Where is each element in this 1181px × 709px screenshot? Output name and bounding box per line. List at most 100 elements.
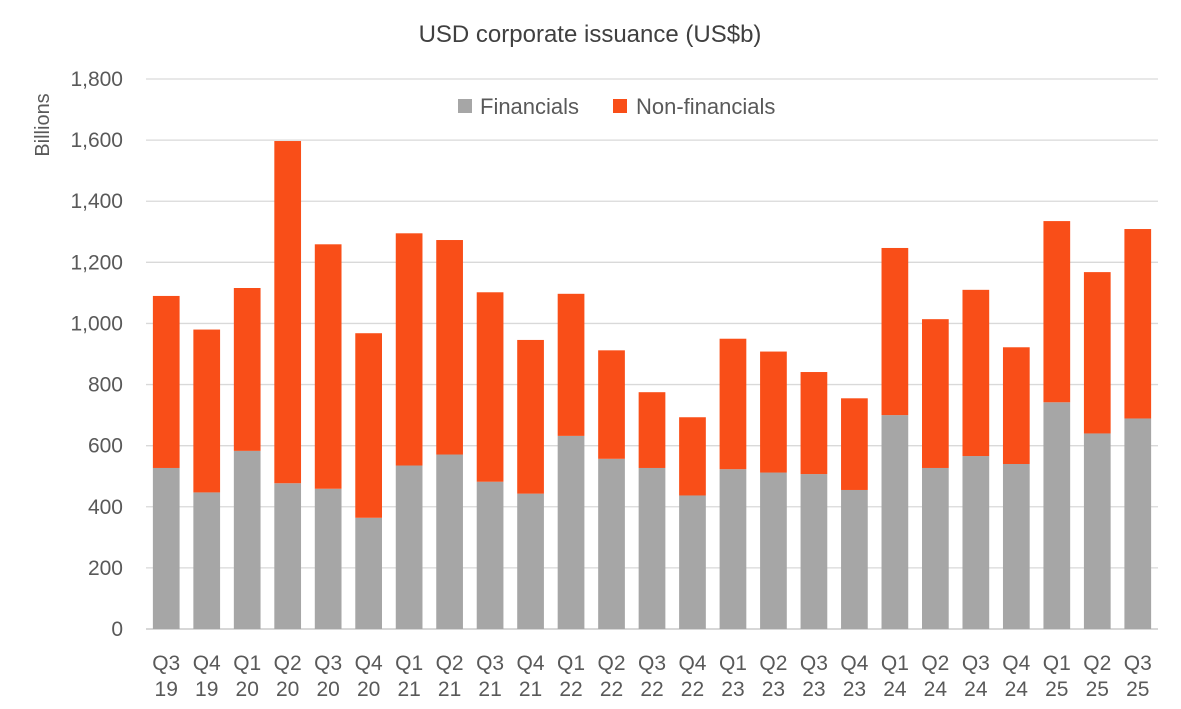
chart-title: USD corporate issuance (US$b): [419, 21, 762, 48]
x-tick-year: 21: [397, 678, 420, 701]
x-tick-quarter: Q4: [193, 652, 221, 675]
bar-non-financials-Q3-23: [800, 372, 828, 475]
bar-non-financials-Q4-22: [679, 417, 706, 496]
x-tick-quarter: Q3: [314, 652, 342, 675]
legend-swatch-non-financials: [613, 99, 627, 113]
x-tick-year: 23: [762, 678, 785, 701]
bar-financials-Q3-24: [962, 456, 990, 629]
x-tick-year: 22: [559, 678, 582, 701]
bar-financials-Q3-19: [152, 467, 180, 629]
x-tick-year: 21: [438, 678, 461, 701]
x-tick-quarter: Q3: [800, 652, 828, 675]
x-tick-quarter: Q1: [1043, 652, 1071, 675]
bar-financials-Q1-25: [1043, 402, 1071, 629]
bar-financials-Q3-21: [476, 481, 504, 629]
bar-financials-Q2-20: [274, 483, 302, 629]
bar-financials-Q3-20: [314, 488, 342, 629]
bar-non-financials-Q1-21: [395, 233, 423, 466]
x-tick-quarter: Q1: [395, 652, 423, 675]
x-tick-quarter: Q2: [436, 652, 464, 675]
x-tick-year: 22: [640, 678, 663, 701]
legend-swatch-financials: [458, 99, 472, 113]
x-tick-quarter: Q1: [881, 652, 909, 675]
bar-non-financials-Q2-20: [274, 141, 302, 484]
x-tick-year: 20: [357, 678, 380, 701]
y-tick-label: 800: [88, 374, 123, 397]
x-axis-ticks: Q3 19 Q4 19 Q1 20 Q2 20 Q3 20 Q4 20 Q1 21 Q2 21 Q3 21 Q4 21…: [152, 652, 1152, 701]
x-tick-year: 25: [1126, 678, 1149, 701]
bars: [152, 141, 1152, 629]
x-tick-year: 20: [236, 678, 259, 701]
bar-non-financials-Q3-19: [152, 295, 180, 468]
x-tick-quarter: Q1: [719, 652, 747, 675]
x-tick-quarter: Q3: [1124, 652, 1152, 675]
x-tick-year: 25: [1045, 678, 1068, 701]
bar-non-financials-Q1-23: [719, 338, 747, 470]
bar-non-financials-Q2-22: [598, 350, 625, 459]
x-tick-year: 23: [843, 678, 866, 701]
y-tick-label: 200: [88, 557, 123, 580]
bar-financials-Q2-25: [1083, 433, 1111, 629]
x-tick-quarter: Q3: [962, 652, 990, 675]
bar-non-financials-Q3-22: [638, 392, 666, 468]
bar-financials-Q4-24: [1002, 464, 1030, 629]
x-tick-year: 24: [924, 678, 948, 701]
x-tick-year: 24: [1005, 678, 1029, 701]
x-tick-year: 23: [802, 678, 825, 701]
bar-financials-Q2-21: [436, 454, 463, 629]
x-tick-quarter: Q1: [233, 652, 261, 675]
x-tick-quarter: Q4: [517, 652, 545, 675]
y-tick-label: 1,400: [70, 190, 123, 213]
bar-financials-Q1-21: [395, 465, 423, 629]
bar-financials-Q2-23: [760, 472, 787, 629]
x-tick-quarter: Q4: [678, 652, 706, 675]
bar-non-financials-Q1-24: [881, 247, 909, 416]
x-tick-year: 20: [276, 678, 299, 701]
y-tick-label: 0: [111, 618, 123, 641]
y-tick-label: 400: [88, 496, 123, 519]
bar-non-financials-Q1-22: [557, 293, 585, 436]
x-tick-year: 22: [600, 678, 623, 701]
bar-non-financials-Q3-25: [1124, 229, 1152, 419]
bar-financials-Q2-22: [598, 458, 625, 629]
bar-financials-Q1-20: [233, 450, 261, 629]
bar-non-financials-Q2-23: [760, 351, 787, 473]
bar-non-financials-Q3-21: [476, 292, 504, 482]
x-tick-quarter: Q3: [476, 652, 504, 675]
x-tick-quarter: Q4: [840, 652, 868, 675]
x-tick-year: 24: [964, 678, 988, 701]
bar-non-financials-Q3-24: [962, 289, 990, 457]
y-axis-ticks: 0 200 400 600 800 1,000 1,200 1,400 1,600 1,800: [70, 68, 123, 641]
bar-financials-Q4-20: [355, 517, 382, 629]
x-tick-quarter: Q2: [274, 652, 302, 675]
bar-financials-Q1-24: [881, 415, 909, 629]
bar-non-financials-Q4-20: [355, 333, 382, 518]
bar-financials-Q4-22: [679, 495, 706, 629]
x-tick-year: 22: [681, 678, 704, 701]
bar-non-financials-Q2-21: [436, 240, 463, 455]
bar-financials-Q4-19: [193, 492, 221, 629]
legend-label-financials: Financials: [480, 94, 579, 119]
y-tick-label: 600: [88, 435, 123, 458]
x-tick-quarter: Q2: [1083, 652, 1111, 675]
bar-financials-Q1-22: [557, 435, 585, 629]
bar-non-financials-Q1-20: [233, 288, 261, 451]
x-tick-year: 21: [519, 678, 542, 701]
x-tick-year: 25: [1086, 678, 1109, 701]
bar-financials-Q4-23: [841, 489, 868, 629]
bar-financials-Q4-21: [517, 493, 544, 629]
bar-non-financials-Q4-21: [517, 339, 544, 494]
bar-non-financials-Q1-25: [1043, 221, 1071, 403]
gridlines: [146, 78, 1158, 630]
bar-financials-Q3-25: [1124, 418, 1152, 629]
bar-non-financials-Q2-25: [1083, 272, 1111, 434]
bar-non-financials-Q4-19: [193, 329, 221, 493]
legend: Financials Non-financials: [458, 94, 775, 119]
bar-non-financials-Q3-20: [314, 244, 342, 489]
x-tick-year: 21: [478, 678, 501, 701]
x-tick-year: 19: [195, 678, 218, 701]
bar-financials-Q3-23: [800, 474, 828, 629]
x-tick-quarter: Q1: [557, 652, 585, 675]
